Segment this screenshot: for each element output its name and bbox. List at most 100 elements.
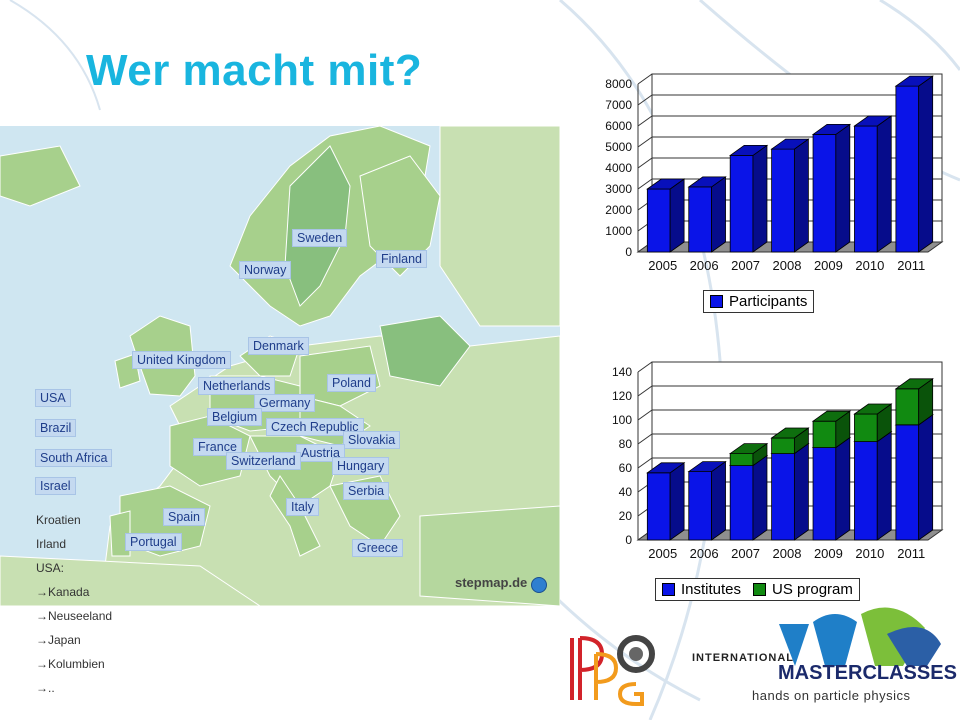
map-label-norway: Norway [239, 261, 292, 279]
x-tick-label: 2009 [814, 258, 843, 273]
map-label-hungary: Hungary [332, 457, 390, 475]
slide-title: Wer macht mit? [86, 46, 423, 95]
masterclasses-logo-mark [779, 607, 941, 666]
bar [729, 465, 754, 541]
gridline-side [637, 136, 653, 148]
gridline-side [637, 361, 653, 373]
y-tick-label: 4000 [605, 161, 632, 175]
y-tick-label: 0 [625, 533, 632, 547]
map-label-slovakia: Slovakia [343, 431, 401, 449]
y-tick-label: 1000 [605, 224, 632, 238]
bar-side [918, 414, 934, 541]
bar [895, 85, 920, 253]
legend-swatch-us-program [753, 583, 767, 596]
country-list: Kroatien Irland USA: →Kanada →Neuseeland… [36, 508, 112, 700]
x-tick-label: 2007 [731, 546, 760, 561]
list-item: →Japan [36, 633, 81, 647]
bar-top [894, 75, 934, 87]
legend-label-institutes: Institutes [681, 581, 742, 598]
ippog-logo [570, 635, 655, 706]
bar-side [711, 460, 726, 541]
y-tick-label: 20 [619, 509, 633, 523]
europe-map: Sweden Finland Norway Denmark United Kin… [0, 126, 560, 606]
y-tick-label: 8000 [605, 77, 632, 91]
bar-side [752, 454, 768, 541]
bar [812, 134, 837, 253]
legend-swatch-institutes [662, 583, 675, 596]
gridline-side [637, 94, 653, 106]
bar-side [918, 75, 934, 253]
bar [854, 413, 878, 443]
legend-label-participants: Participants [729, 293, 808, 310]
y-tick-label: 140 [612, 365, 632, 379]
masterclasses-tagline: hands on particle physics [752, 688, 911, 703]
masterclasses-line2: MASTERCLASSES [778, 662, 957, 684]
map-label-czech-republic: Czech Republic [266, 418, 364, 436]
bar [854, 441, 878, 541]
bar [646, 188, 671, 253]
bar [688, 186, 712, 253]
map-label-spain: Spain [163, 508, 205, 526]
map-label-brazil: Brazil [35, 419, 77, 437]
bar [895, 388, 920, 426]
y-tick-label: 7000 [605, 98, 632, 112]
bar [688, 471, 712, 541]
map-label-finland: Finland [376, 250, 427, 268]
institutes-chart: 0 20 40 60 80 100 120 140 2005 2006 2007 2008 2009 20… [612, 361, 944, 561]
bar-top [894, 378, 934, 390]
map-label-south-africa: South Africa [35, 449, 113, 467]
gridline-side [637, 73, 653, 85]
bar-top [811, 410, 852, 422]
bar [812, 447, 837, 541]
x-tick-label: 2005 [648, 546, 677, 561]
map-label-united-kingdom: United Kingdom [132, 351, 231, 369]
bar-side [835, 436, 851, 541]
gridline-side [637, 385, 653, 397]
map-label-portugal: Portugal [125, 533, 182, 551]
list-item: Irland [36, 537, 67, 551]
bar [729, 155, 754, 253]
bar-top [853, 403, 893, 415]
list-item: →Kolumbien [36, 657, 105, 671]
participants-legend: Participants [703, 290, 815, 313]
y-tick-label: 120 [612, 389, 632, 403]
bar [729, 453, 754, 466]
map-label-belgium: Belgium [207, 408, 263, 426]
bar-top [687, 176, 727, 188]
x-tick-label: 2011 [897, 546, 925, 561]
y-tick-label: 100 [612, 413, 632, 427]
bar-top [646, 178, 686, 190]
x-tick-label: 2007 [731, 258, 760, 273]
bar-side [793, 138, 809, 253]
bar-top [811, 124, 852, 135]
gridline-side [637, 115, 653, 127]
bar-side [876, 115, 892, 253]
y-tick-label: 60 [619, 461, 633, 475]
bar-side [835, 123, 851, 253]
gridline-side [637, 457, 653, 469]
bar-top [770, 427, 810, 439]
x-tick-label: 2011 [897, 258, 925, 273]
x-tick-label: 2005 [648, 258, 677, 273]
map-label-sweden: Sweden [292, 229, 348, 247]
y-tick-label: 0 [625, 245, 632, 259]
y-tick-label: 2000 [605, 203, 632, 217]
bar-top [728, 443, 769, 454]
institutes-legend: Institutes US program [655, 578, 860, 601]
map-label-switzerland: Switzerland [226, 452, 301, 470]
x-tick-label: 2008 [773, 258, 802, 273]
map-label-france: France [193, 438, 242, 456]
list-item: Kroatien [36, 513, 81, 527]
gridline-side [637, 409, 653, 421]
y-tick-label: 5000 [605, 140, 632, 154]
masterclasses-line1: INTERNATIONAL [692, 652, 795, 664]
bar-top [687, 461, 727, 472]
bar-side [876, 430, 892, 541]
map-label-israel: Israel [35, 477, 76, 495]
bar [771, 437, 795, 454]
x-tick-label: 2006 [690, 258, 719, 273]
globe-icon [531, 577, 547, 593]
legend-swatch-participants [710, 295, 723, 308]
stepmap-watermark: stepmap.de [455, 575, 528, 590]
bar [895, 424, 920, 541]
